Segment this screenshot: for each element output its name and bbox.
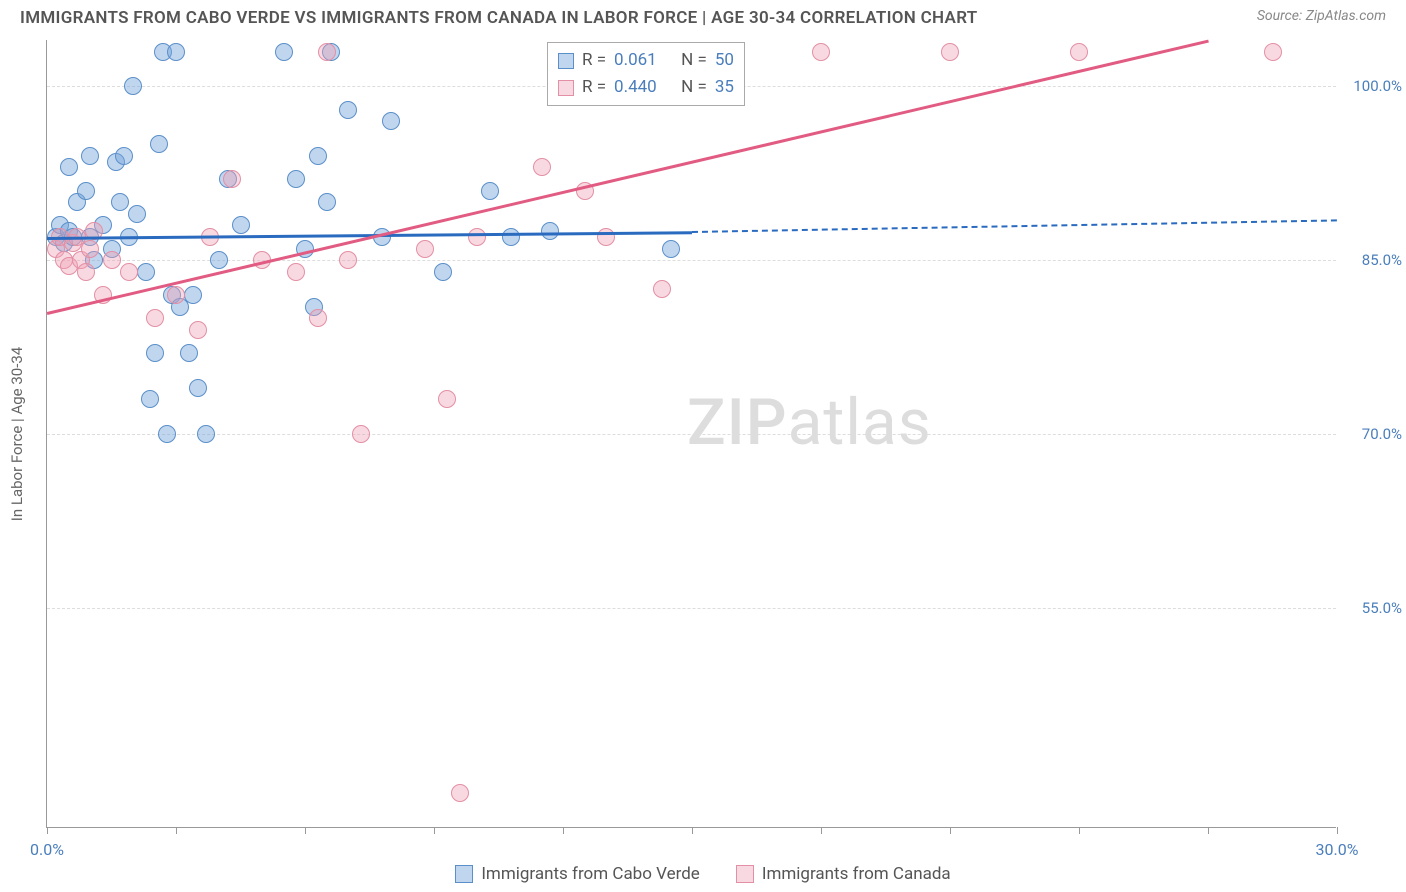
x-tick [563, 827, 564, 834]
gridline [47, 434, 1336, 435]
data-point [1264, 43, 1282, 61]
data-point [812, 43, 830, 61]
data-point [137, 263, 155, 281]
stats-swatch [558, 53, 574, 69]
data-point [502, 228, 520, 246]
data-point [189, 321, 207, 339]
data-point [653, 280, 671, 298]
stat-r-value: 0.061 [614, 47, 657, 74]
y-tick-label: 100.0% [1342, 77, 1402, 95]
data-point [352, 425, 370, 443]
stats-row: R =0.440 N =35 [558, 74, 734, 101]
stat-r-value: 0.440 [614, 74, 657, 101]
data-point [1070, 43, 1088, 61]
bottom-legend: Immigrants from Cabo Verde Immigrants fr… [0, 864, 1406, 884]
y-tick-label: 55.0% [1342, 599, 1402, 617]
data-point [167, 286, 185, 304]
data-point [128, 205, 146, 223]
data-point [309, 147, 327, 165]
x-tick [1208, 827, 1209, 834]
x-tick [1079, 827, 1080, 834]
data-point [158, 425, 176, 443]
stat-n-value: 50 [715, 47, 734, 74]
data-point [120, 263, 138, 281]
watermark-atlas: atlas [788, 385, 932, 460]
data-point [275, 43, 293, 61]
data-point [146, 344, 164, 362]
y-tick-label: 85.0% [1342, 251, 1402, 269]
data-point [434, 263, 452, 281]
gridline [47, 260, 1336, 261]
legend-swatch-pink [736, 865, 754, 883]
data-point [223, 170, 241, 188]
trend-line [692, 220, 1337, 234]
data-point [81, 240, 99, 258]
gridline [47, 608, 1336, 609]
stats-box: R =0.061 N =50R =0.440 N =35 [547, 42, 745, 106]
data-point [60, 158, 78, 176]
source-label: Source: ZipAtlas.com [1257, 8, 1386, 24]
stat-n-value: 35 [715, 74, 734, 101]
data-point [941, 43, 959, 61]
watermark-zip: ZIP [687, 385, 788, 460]
legend-label: Immigrants from Canada [762, 864, 951, 884]
data-point [210, 251, 228, 269]
data-point [232, 216, 250, 234]
data-point [180, 344, 198, 362]
data-point [318, 193, 336, 211]
data-point [189, 379, 207, 397]
legend-swatch-blue [455, 865, 473, 883]
data-point [141, 390, 159, 408]
stats-swatch [558, 80, 574, 96]
data-point [318, 43, 336, 61]
data-point [339, 101, 357, 119]
data-point [77, 182, 95, 200]
data-point [438, 390, 456, 408]
data-point [81, 147, 99, 165]
stats-row: R =0.061 N =50 [558, 47, 734, 74]
data-point [77, 263, 95, 281]
data-point [150, 135, 168, 153]
data-point [533, 158, 551, 176]
x-tick [1337, 827, 1338, 834]
data-point [339, 251, 357, 269]
title-bar: IMMIGRANTS FROM CABO VERDE VS IMMIGRANTS… [0, 0, 1406, 32]
x-tick-label: 0.0% [30, 840, 64, 859]
data-point [416, 240, 434, 258]
x-tick [47, 827, 48, 834]
x-tick [950, 827, 951, 834]
chart-title: IMMIGRANTS FROM CABO VERDE VS IMMIGRANTS… [20, 8, 978, 28]
data-point [287, 170, 305, 188]
y-axis-title: In Labor Force | Age 30-34 [8, 346, 26, 520]
watermark: ZIPatlas [687, 385, 932, 460]
data-point [184, 286, 202, 304]
data-point [287, 263, 305, 281]
x-tick [692, 827, 693, 834]
data-point [146, 309, 164, 327]
data-point [451, 784, 469, 802]
x-tick [821, 827, 822, 834]
x-tick [434, 827, 435, 834]
legend-item-cabo-verde: Immigrants from Cabo Verde [455, 864, 700, 884]
data-point [124, 77, 142, 95]
x-tick [176, 827, 177, 834]
data-point [309, 309, 327, 327]
data-point [382, 112, 400, 130]
data-point [115, 147, 133, 165]
x-tick-label: 30.0% [1316, 840, 1359, 859]
data-point [541, 222, 559, 240]
x-tick [305, 827, 306, 834]
data-point [597, 228, 615, 246]
data-point [662, 240, 680, 258]
legend-item-canada: Immigrants from Canada [736, 864, 951, 884]
y-tick-label: 70.0% [1342, 425, 1402, 443]
data-point [197, 425, 215, 443]
data-point [167, 43, 185, 61]
data-point [111, 193, 129, 211]
scatter-plot: In Labor Force | Age 30-34 ZIPatlas 55.0… [46, 40, 1336, 828]
data-point [481, 182, 499, 200]
legend-label: Immigrants from Cabo Verde [481, 864, 700, 884]
data-point [468, 228, 486, 246]
data-point [103, 251, 121, 269]
